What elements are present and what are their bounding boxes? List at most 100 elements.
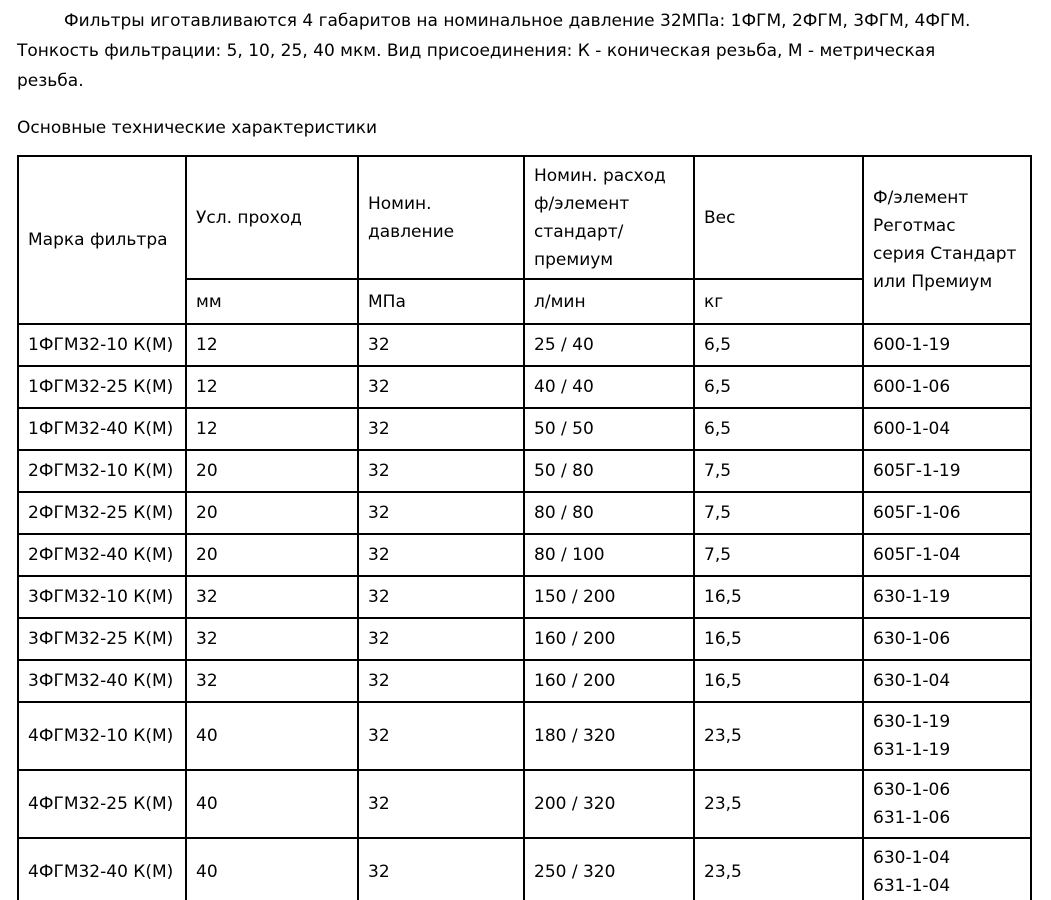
- cell-nomin-davlenie: 32: [357, 323, 525, 367]
- cell-nomin-davlenie: 32: [357, 533, 525, 577]
- cell-usl-prohod: 20: [185, 533, 359, 577]
- cell-nomin-davlenie: 32: [357, 449, 525, 493]
- cell-f-element: 630-1-04 631-1-04: [862, 837, 1032, 900]
- table-row: 1ФГМ32-25 К(М) 12 32 40 / 40 6,5 600-1-06: [17, 365, 1032, 409]
- cell-nomin-rashod: 180 / 320: [523, 701, 695, 771]
- cell-ves: 6,5: [693, 365, 864, 409]
- table-row: 2ФГМ32-25 К(М) 20 32 80 / 80 7,5 605Г-1-06: [17, 491, 1032, 535]
- cell-marka-filtra: 4ФГМ32-10 К(М): [17, 701, 187, 771]
- table-row: 4ФГМ32-40 К(М) 40 32 250 / 320 23,5 630-1-04 …: [17, 837, 1032, 900]
- cell-ves: 23,5: [693, 701, 864, 771]
- cell-nomin-davlenie: 32: [357, 407, 525, 451]
- cell-nomin-davlenie: 32: [357, 701, 525, 771]
- cell-marka-filtra: 3ФГМ32-10 К(М): [17, 575, 187, 619]
- col-header-f-element: Ф/элемент Реготмас серия Стандарт или Пр…: [862, 155, 1032, 325]
- cell-f-element: 630-1-06: [862, 617, 1032, 661]
- section-title: Основные технические характеристики: [17, 118, 378, 138]
- cell-usl-prohod: 12: [185, 365, 359, 409]
- table-row: 3ФГМ32-25 К(М) 32 32 160 / 200 16,5 630-1-06: [17, 617, 1032, 661]
- cell-f-element: 630-1-06 631-1-06: [862, 769, 1032, 839]
- unit-kg: кг: [693, 278, 864, 325]
- cell-marka-filtra: 2ФГМ32-25 К(М): [17, 491, 187, 535]
- cell-marka-filtra: 2ФГМ32-10 К(М): [17, 449, 187, 493]
- cell-f-element: 605Г-1-06: [862, 491, 1032, 535]
- cell-f-element: 630-1-19 631-1-19: [862, 701, 1032, 771]
- cell-nomin-rashod: 150 / 200: [523, 575, 695, 619]
- cell-nomin-rashod: 50 / 50: [523, 407, 695, 451]
- cell-ves: 16,5: [693, 617, 864, 661]
- cell-usl-prohod: 32: [185, 617, 359, 661]
- cell-ves: 6,5: [693, 407, 864, 451]
- specs-table: Марка фильтра Усл. проход Номин. давлени…: [17, 155, 1032, 900]
- cell-ves: 7,5: [693, 491, 864, 535]
- cell-ves: 7,5: [693, 449, 864, 493]
- cell-usl-prohod: 20: [185, 491, 359, 535]
- cell-f-element: 605Г-1-04: [862, 533, 1032, 577]
- table-row: 2ФГМ32-40 К(М) 20 32 80 / 100 7,5 605Г-1-04: [17, 533, 1032, 577]
- cell-marka-filtra: 3ФГМ32-40 К(М): [17, 659, 187, 703]
- unit-mm: мм: [185, 278, 359, 325]
- cell-ves: 23,5: [693, 769, 864, 839]
- cell-nomin-davlenie: 32: [357, 575, 525, 619]
- cell-nomin-davlenie: 32: [357, 365, 525, 409]
- cell-usl-prohod: 40: [185, 701, 359, 771]
- col-header-ves: Вес: [693, 155, 864, 280]
- header-row-main: Марка фильтра Усл. проход Номин. давлени…: [17, 155, 1032, 325]
- unit-l-min: л/мин: [523, 278, 695, 325]
- cell-ves: 7,5: [693, 533, 864, 577]
- cell-ves: 6,5: [693, 323, 864, 367]
- cell-f-element: 605Г-1-19: [862, 449, 1032, 493]
- header-row-units: мм МПа л/мин кг: [18, 278, 1031, 325]
- table-row: 3ФГМ32-40 К(М) 32 32 160 / 200 16,5 630-1-04: [17, 659, 1032, 703]
- cell-usl-prohod: 12: [185, 407, 359, 451]
- cell-nomin-rashod: 250 / 320: [523, 837, 695, 900]
- col-header-nomin-rashod: Номин. расход ф/элемент стандарт/ премиу…: [523, 155, 695, 280]
- col-header-usl-prohod: Усл. проход: [185, 155, 359, 280]
- cell-usl-prohod: 20: [185, 449, 359, 493]
- table-row: 4ФГМ32-25 К(М) 40 32 200 / 320 23,5 630-1-06 …: [17, 769, 1032, 839]
- table-row: 4ФГМ32-10 К(М) 40 32 180 / 320 23,5 630-1-19 …: [17, 701, 1032, 771]
- table-row: 1ФГМ32-40 К(М) 12 32 50 / 50 6,5 600-1-04: [17, 407, 1032, 451]
- cell-ves: 16,5: [693, 659, 864, 703]
- cell-f-element: 630-1-04: [862, 659, 1032, 703]
- cell-marka-filtra: 4ФГМ32-40 К(М): [17, 837, 187, 900]
- cell-f-element: 600-1-19: [862, 323, 1032, 367]
- cell-nomin-davlenie: 32: [357, 491, 525, 535]
- cell-nomin-rashod: 25 / 40: [523, 323, 695, 367]
- cell-nomin-davlenie: 32: [357, 769, 525, 839]
- cell-marka-filtra: 2ФГМ32-40 К(М): [17, 533, 187, 577]
- cell-nomin-rashod: 160 / 200: [523, 617, 695, 661]
- cell-usl-prohod: 40: [185, 837, 359, 900]
- cell-f-element: 600-1-04: [862, 407, 1032, 451]
- cell-nomin-rashod: 80 / 80: [523, 491, 695, 535]
- cell-nomin-rashod: 80 / 100: [523, 533, 695, 577]
- unit-mpa: МПа: [357, 278, 525, 325]
- cell-nomin-davlenie: 32: [357, 837, 525, 900]
- cell-usl-prohod: 32: [185, 659, 359, 703]
- cell-ves: 16,5: [693, 575, 864, 619]
- cell-usl-prohod: 12: [185, 323, 359, 367]
- intro-paragraph: Фильтры иготавливаются 4 габаритов на но…: [17, 11, 971, 91]
- cell-marka-filtra: 4ФГМ32-25 К(М): [17, 769, 187, 839]
- cell-f-element: 630-1-19: [862, 575, 1032, 619]
- cell-nomin-rashod: 50 / 80: [523, 449, 695, 493]
- cell-marka-filtra: 3ФГМ32-25 К(М): [17, 617, 187, 661]
- cell-nomin-rashod: 160 / 200: [523, 659, 695, 703]
- cell-marka-filtra: 1ФГМ32-10 К(М): [17, 323, 187, 367]
- col-header-marka-filtra: Марка фильтра: [17, 155, 187, 325]
- col-header-nomin-davlenie: Номин. давление: [357, 155, 525, 280]
- cell-nomin-davlenie: 32: [357, 617, 525, 661]
- table-row: 3ФГМ32-10 К(М) 32 32 150 / 200 16,5 630-1-19: [17, 575, 1032, 619]
- table-row: 1ФГМ32-10 К(М) 12 32 25 / 40 6,5 600-1-19: [17, 323, 1032, 367]
- cell-marka-filtra: 1ФГМ32-25 К(М): [17, 365, 187, 409]
- cell-f-element: 600-1-06: [862, 365, 1032, 409]
- cell-nomin-rashod: 200 / 320: [523, 769, 695, 839]
- cell-usl-prohod: 32: [185, 575, 359, 619]
- cell-ves: 23,5: [693, 837, 864, 900]
- cell-nomin-davlenie: 32: [357, 659, 525, 703]
- cell-marka-filtra: 1ФГМ32-40 К(М): [17, 407, 187, 451]
- cell-nomin-rashod: 40 / 40: [523, 365, 695, 409]
- table-row: 2ФГМ32-10 К(М) 20 32 50 / 80 7,5 605Г-1-19: [17, 449, 1032, 493]
- cell-usl-prohod: 40: [185, 769, 359, 839]
